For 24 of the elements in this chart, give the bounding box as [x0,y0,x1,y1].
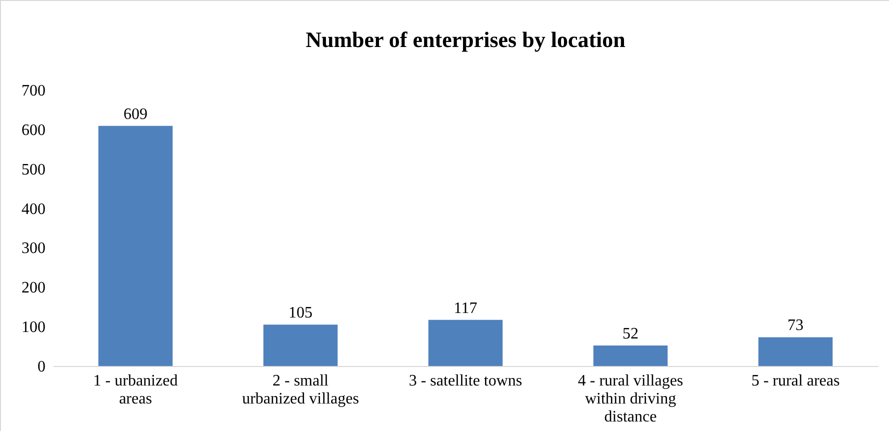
y-tick-label: 0 [38,358,46,376]
data-label: 52 [622,325,638,342]
bar [428,320,503,366]
bar [593,345,668,366]
y-tick-label: 300 [22,240,46,258]
bar [263,324,338,366]
y-tick-label: 600 [22,122,46,139]
data-label: 117 [454,300,478,317]
chart-title: Number of enterprises by location [306,27,626,52]
x-tick-label: 2 - small urbanized villages [242,372,359,408]
x-tick-label: 3 - satellite towns [408,372,522,390]
data-label: 609 [124,106,148,123]
x-tick-label: 5 - rural areas [751,372,840,390]
y-tick-label: 100 [22,319,46,336]
bar [98,126,173,366]
bar [758,337,833,366]
x-tick-label: 4 - rural villages within driving distance [578,372,684,426]
data-label: 73 [788,317,804,334]
y-tick-label: 700 [22,82,46,100]
x-tick-label: 1 - urbanized areas [93,372,178,408]
y-tick-label: 500 [22,161,46,178]
y-tick-label: 200 [22,280,46,297]
data-label: 105 [288,304,312,322]
y-tick-label: 400 [22,200,46,218]
